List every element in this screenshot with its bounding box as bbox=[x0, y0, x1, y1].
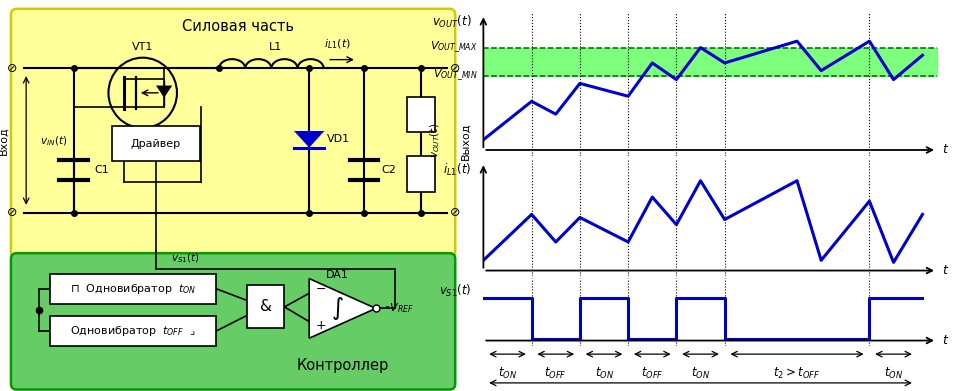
Text: L1: L1 bbox=[269, 42, 283, 52]
Text: $\oslash$: $\oslash$ bbox=[449, 206, 460, 219]
Text: Контроллер: Контроллер bbox=[296, 358, 388, 373]
Text: $t_{OFF}$: $t_{OFF}$ bbox=[545, 366, 567, 382]
Text: $\oslash$: $\oslash$ bbox=[6, 62, 17, 75]
Text: Силовая часть: Силовая часть bbox=[182, 20, 294, 34]
Polygon shape bbox=[294, 131, 325, 147]
Text: $t_{ON}$: $t_{ON}$ bbox=[498, 366, 517, 382]
Text: $v_{OUT}(t)$: $v_{OUT}(t)$ bbox=[431, 14, 471, 30]
Text: $t_2 > t_{OFF}$: $t_2 > t_{OFF}$ bbox=[774, 366, 821, 382]
Text: $v_{OUT}(t)$: $v_{OUT}(t)$ bbox=[429, 123, 442, 158]
FancyBboxPatch shape bbox=[407, 156, 435, 192]
Text: Одновибратор  $t_{OFF}$  $\lrcorner$: Одновибратор $t_{OFF}$ $\lrcorner$ bbox=[70, 324, 196, 338]
Text: $v_{IN}(t)$: $v_{IN}(t)$ bbox=[40, 134, 67, 147]
Text: $t_{ON}$: $t_{ON}$ bbox=[595, 366, 613, 382]
Text: $\oslash$: $\oslash$ bbox=[449, 62, 460, 75]
Text: $v_{S1}(t)$: $v_{S1}(t)$ bbox=[439, 283, 471, 299]
Text: VD1: VD1 bbox=[328, 134, 351, 144]
FancyBboxPatch shape bbox=[407, 97, 435, 132]
FancyBboxPatch shape bbox=[50, 316, 216, 346]
Text: $t$: $t$ bbox=[942, 143, 949, 156]
Text: $t_{ON}$: $t_{ON}$ bbox=[884, 366, 903, 382]
Text: $t_{ON}$: $t_{ON}$ bbox=[691, 366, 710, 382]
Polygon shape bbox=[156, 86, 172, 98]
Text: $t$: $t$ bbox=[942, 264, 949, 277]
FancyBboxPatch shape bbox=[50, 274, 216, 304]
FancyBboxPatch shape bbox=[11, 253, 456, 389]
Text: $i_{L1}(t)$: $i_{L1}(t)$ bbox=[324, 38, 351, 51]
Text: $V_{OUT\_MIN}$: $V_{OUT\_MIN}$ bbox=[432, 68, 478, 83]
Text: $-$: $-$ bbox=[315, 282, 326, 295]
FancyBboxPatch shape bbox=[247, 285, 284, 328]
Text: $V_{OUT\_MAX}$: $V_{OUT\_MAX}$ bbox=[430, 40, 478, 55]
Text: VT1: VT1 bbox=[132, 42, 154, 52]
Text: &: & bbox=[259, 300, 272, 314]
Text: Драйвер: Драйвер bbox=[131, 139, 181, 149]
Text: $\circ V_{REF}$: $\circ V_{REF}$ bbox=[382, 301, 414, 315]
Text: $i_{L1}(t)$: $i_{L1}(t)$ bbox=[443, 162, 471, 178]
FancyBboxPatch shape bbox=[11, 9, 456, 258]
Text: $v_{S1}(t)$: $v_{S1}(t)$ bbox=[171, 251, 200, 265]
Text: $+$: $+$ bbox=[315, 319, 326, 332]
Text: $t_{OFF}$: $t_{OFF}$ bbox=[641, 366, 664, 382]
Polygon shape bbox=[309, 278, 376, 338]
Text: Выход: Выход bbox=[460, 122, 470, 160]
Text: C1: C1 bbox=[94, 165, 109, 175]
Text: $t$: $t$ bbox=[942, 334, 949, 347]
Text: $\oslash$: $\oslash$ bbox=[6, 206, 17, 219]
Text: $\sqcap$  Одновибратор  $t_{ON}$: $\sqcap$ Одновибратор $t_{ON}$ bbox=[70, 282, 196, 296]
Text: Вход: Вход bbox=[0, 126, 9, 155]
Text: DA1: DA1 bbox=[327, 269, 349, 280]
Text: C2: C2 bbox=[382, 165, 396, 175]
FancyBboxPatch shape bbox=[111, 126, 200, 161]
Text: $\int$: $\int$ bbox=[332, 295, 344, 322]
